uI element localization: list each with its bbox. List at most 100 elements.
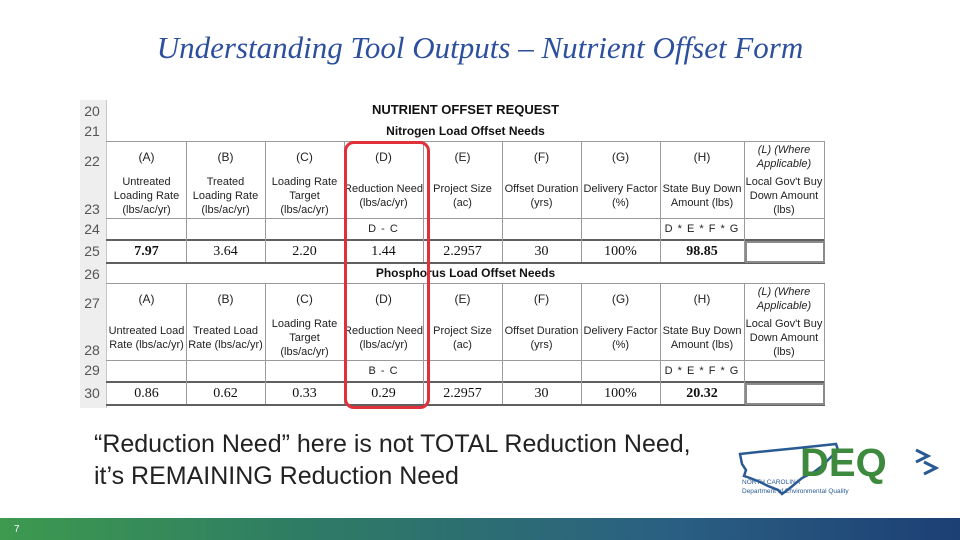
column-header: Reduction Need (lbs/ac/yr) [344,324,423,351]
formula-cell: B - C [368,365,399,377]
grid-line [265,141,266,262]
reduction-need-note: “Reduction Need” here is not TOTAL Reduc… [94,430,691,490]
column-letter: (H) [693,150,711,164]
column-header: State Buy Down Amount (lbs) [662,324,742,351]
column-header: Local Gov't Buy Down Amount (lbs) [745,175,823,216]
value-cell: 7.97 [134,243,159,259]
column-letter: (F) [533,292,550,306]
column-letter: (D) [375,292,392,306]
column-letter: (B) [217,150,234,164]
grid-line [502,283,503,404]
value-cell: 2.2957 [443,385,482,401]
row-number-column: 20 21 22 23 24 25 26 27 28 29 30 [80,100,107,408]
value-cell: 100% [604,243,637,259]
row-number: 27 [84,295,100,311]
value-cell: 0.33 [292,385,317,401]
value-cell: 1.44 [371,243,396,259]
grid-line [106,218,825,219]
table-title: NUTRIENT OFFSET REQUEST [371,102,560,117]
row-number: 25 [84,243,100,259]
value-cell: 100% [604,385,637,401]
column-header: Delivery Factor (%) [583,324,658,351]
column-header: Untreated Loading Rate (lbs/ac/yr) [113,175,180,216]
column-header: Project Size (ac) [433,324,492,351]
value-cell: 30 [534,243,549,259]
column-letter: (C) [296,292,313,306]
column-header: Offset Duration (yrs) [504,182,579,209]
slide-number: 7 [14,524,20,535]
grid-line [660,141,661,262]
grid-line [106,404,825,406]
column-header: Offset Duration (yrs) [504,324,579,351]
column-header: Treated Loading Rate (lbs/ac/yr) [192,175,259,216]
logo-state-name: NORTH CAROLINA [742,479,801,486]
row-number: 29 [84,362,100,378]
logo-department: Department of Environmental Quality [742,488,849,495]
value-cell: 2.20 [292,243,317,259]
grid-line [581,283,582,404]
grid-line [106,283,825,284]
column-letter: (L) (Where Applicable) [756,286,812,312]
column-letter: (D) [375,150,392,164]
value-cell: 2.2957 [443,243,482,259]
column-header: Project Size (ac) [433,182,492,209]
column-letter: (G) [611,292,630,306]
column-header: Untreated Load Rate (lbs/ac/yr) [108,324,185,351]
column-letter: (G) [611,150,630,164]
grid-line [824,141,825,262]
value-cell: 20.32 [686,385,718,401]
grid-line [106,381,825,383]
formula-cell: D - C [368,223,399,235]
grid-line [581,141,582,262]
row-number: 23 [84,201,100,217]
column-letter: (A) [138,150,155,164]
column-header: State Buy Down Amount (lbs) [662,182,742,209]
formula-cell: D * E * F * G [664,365,740,377]
column-letter: (H) [693,292,711,306]
grid-line [744,283,745,404]
column-letter: (A) [138,292,155,306]
row-number: 28 [84,342,100,358]
row-number: 24 [84,221,100,237]
row-number: 30 [84,385,100,401]
grid-line [106,360,825,361]
footer-bar [0,518,960,540]
grid-line [660,283,661,404]
value-cell: 0.62 [213,385,238,401]
nc-deq-logo: DEQ NORTH CAROLINA Department of Environ… [738,441,940,496]
input-box [745,383,825,405]
grid-line [423,283,424,404]
grid-line [824,283,825,404]
value-cell [744,241,824,262]
grid-line [106,141,825,142]
grid-line [106,262,825,264]
nc-state-outline-icon [738,442,840,496]
phosphorus-section-title: Phosphorus Load Offset Needs [375,266,556,280]
grid-line [744,141,745,262]
nutrient-offset-table: 20 21 22 23 24 25 26 27 28 29 30 NUTRIEN… [80,100,825,408]
reduction-need-highlight [344,141,430,409]
column-header: Reduction Need (lbs/ac/yr) [344,182,423,209]
nitrogen-section-title: Nitrogen Load Offset Needs [386,123,545,138]
row-number: 22 [84,153,100,169]
grid-line [502,141,503,262]
grid-line [186,141,187,262]
column-letter: (E) [454,150,471,164]
wave-icon [915,448,940,476]
row-number: 20 [84,103,100,119]
column-letter: (F) [533,150,550,164]
value-cell: 0.29 [371,385,396,401]
column-letter: (L) (Where Applicable) [756,144,812,170]
value-cell: 3.64 [213,243,238,259]
column-header: Treated Load Rate (lbs/ac/yr) [188,324,263,351]
value-cell: 0.86 [134,385,159,401]
slide-title: Understanding Tool Outputs – Nutrient Of… [156,30,804,65]
grid-line [186,283,187,404]
column-header: Loading Rate Target (lbs/ac/yr) [271,175,338,216]
input-box [745,241,825,263]
column-header: Loading Rate Target (lbs/ac/yr) [271,317,338,358]
row-number: 26 [84,266,100,282]
column-letter: (C) [296,150,313,164]
logo-text: DEQ [800,441,887,485]
column-letter: (E) [454,292,471,306]
